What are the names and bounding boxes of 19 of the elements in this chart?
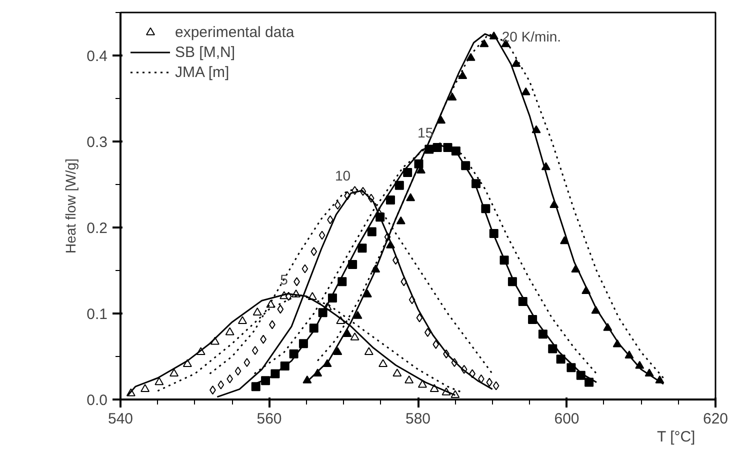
x-tick-label: 580	[405, 410, 431, 428]
y-tick-label: 0.1	[86, 306, 108, 323]
x-tick-label: 540	[108, 410, 134, 428]
annotation: 15	[418, 124, 434, 141]
x-axis-title: T [°C]	[657, 428, 696, 446]
annotation: 5	[280, 272, 288, 288]
y-tick-label: 0.2	[86, 220, 108, 237]
y-tick-label: 0.3	[86, 134, 108, 151]
legend-label: experimental data	[175, 24, 294, 40]
annotation: 10	[334, 168, 351, 184]
annotation: 20 K/min.	[502, 28, 562, 45]
x-tick-label: 620	[702, 410, 728, 428]
y-tick-label: 0.4	[86, 48, 108, 65]
x-tick-label: 600	[554, 410, 580, 428]
legend-label: SB [M,N]	[175, 44, 236, 60]
y-axis-title: Heat flow [W/g]	[62, 158, 79, 254]
x-tick-label: 560	[256, 410, 282, 428]
y-tick-label: 0.0	[86, 392, 108, 409]
legend-label: JMA [m]	[175, 64, 230, 80]
